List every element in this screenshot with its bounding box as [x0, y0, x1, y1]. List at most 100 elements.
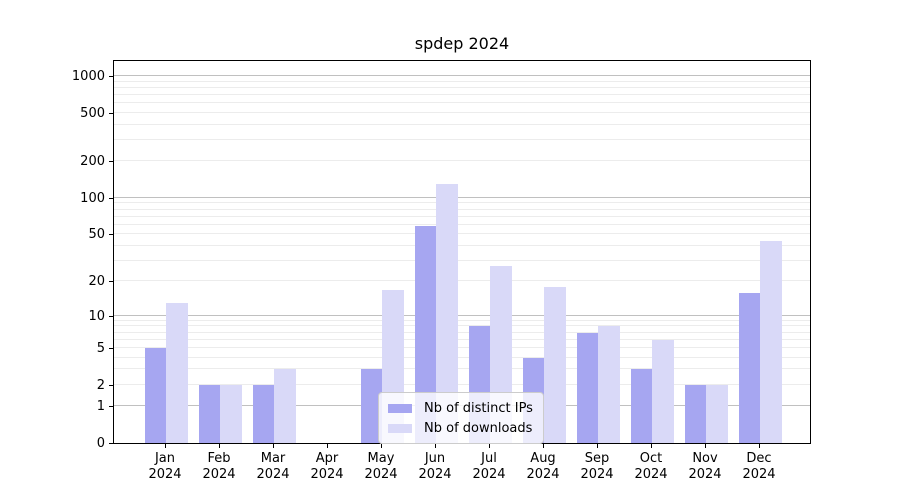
minor-gridline	[114, 208, 810, 210]
bar-downloads	[220, 384, 242, 443]
x-tick-label: May 2024	[364, 451, 398, 482]
minor-gridline	[114, 338, 810, 340]
bar-distinct-ips	[684, 384, 706, 443]
x-tick-label: Oct 2024	[634, 451, 668, 482]
minor-gridline	[114, 244, 810, 246]
bar-distinct-ips	[198, 384, 220, 443]
y-tick-label: 1000	[71, 69, 105, 85]
y-tick-mark	[109, 234, 113, 236]
x-tick-mark	[489, 444, 490, 448]
minor-gridline	[114, 233, 810, 235]
x-tick-mark	[597, 444, 598, 448]
bar-downloads	[706, 384, 728, 443]
y-tick-mark	[109, 406, 113, 408]
bar-downloads	[544, 286, 566, 443]
y-tick-mark	[109, 112, 113, 114]
y-tick-label: 500	[80, 105, 105, 121]
y-tick-mark	[109, 281, 113, 283]
x-tick-label: Nov 2024	[688, 451, 722, 482]
y-tick-mark	[109, 197, 113, 199]
legend-swatch-ips-icon	[388, 403, 412, 413]
x-tick-mark	[759, 444, 760, 448]
bar-distinct-ips	[576, 332, 598, 443]
bar-distinct-ips	[144, 347, 166, 443]
minor-gridline	[114, 111, 810, 113]
y-tick-mark	[109, 161, 113, 163]
chart-title: spdep 2024	[414, 34, 510, 53]
x-tick-label: Feb 2024	[202, 451, 236, 482]
bar-distinct-ips	[414, 226, 436, 443]
legend-item-downloads: Nb of downloads	[388, 418, 533, 438]
minor-gridline	[114, 202, 810, 204]
bar-distinct-ips	[360, 369, 382, 443]
y-tick-label: 200	[80, 154, 105, 170]
major-gridline	[114, 314, 810, 316]
y-tick-label: 0	[96, 436, 105, 451]
x-tick-label: Apr 2024	[310, 451, 344, 482]
minor-gridline	[114, 259, 810, 261]
legend-label-distinct-ips: Nb of distinct IPs	[424, 400, 533, 416]
minor-gridline	[114, 331, 810, 333]
minor-gridline	[114, 94, 810, 96]
y-tick-mark	[109, 443, 113, 444]
bar-downloads	[598, 326, 620, 443]
bar-downloads	[652, 339, 674, 443]
y-tick-label: 2	[96, 377, 105, 393]
minor-gridline	[114, 86, 810, 88]
y-tick-label: 50	[88, 227, 105, 243]
x-tick-label: Jun 2024	[418, 451, 452, 482]
x-tick-label: Jan 2024	[148, 451, 182, 482]
minor-gridline	[114, 123, 810, 125]
x-tick-mark	[651, 444, 652, 448]
y-tick-mark	[109, 76, 113, 78]
minor-gridline	[114, 138, 810, 140]
minor-gridline	[114, 80, 810, 82]
minor-gridline	[114, 280, 810, 282]
y-tick-label: 5	[96, 340, 105, 356]
y-tick-mark	[109, 315, 113, 317]
major-gridline	[114, 75, 810, 77]
minor-gridline	[114, 383, 810, 385]
y-tick-label: 10	[88, 308, 105, 324]
x-tick-label: Dec 2024	[742, 451, 776, 482]
minor-gridline	[114, 102, 810, 104]
legend: Nb of distinct IPs Nb of downloads	[378, 392, 544, 444]
y-tick-label: 1	[96, 399, 105, 415]
x-tick-mark	[327, 444, 328, 448]
minor-gridline	[114, 319, 810, 321]
x-tick-mark	[165, 444, 166, 448]
plot-area: Nb of distinct IPs Nb of downloads	[113, 60, 811, 444]
x-tick-label: Aug 2024	[526, 451, 560, 482]
legend-item-distinct-ips: Nb of distinct IPs	[388, 398, 533, 418]
x-tick-mark	[543, 444, 544, 448]
y-tick-mark	[109, 347, 113, 349]
x-tick-label: Mar 2024	[256, 451, 290, 482]
y-tick-label: 100	[80, 190, 105, 206]
legend-label-downloads: Nb of downloads	[424, 420, 533, 436]
bar-distinct-ips	[738, 292, 760, 443]
y-tick-label: 20	[88, 274, 105, 290]
y-tick-mark	[109, 384, 113, 386]
minor-gridline	[114, 325, 810, 327]
x-tick-mark	[705, 444, 706, 448]
bar-downloads	[760, 240, 782, 443]
bar-downloads	[436, 184, 458, 443]
bar-downloads	[274, 369, 296, 443]
bar-distinct-ips	[630, 369, 652, 443]
minor-gridline	[114, 223, 810, 225]
x-tick-mark	[273, 444, 274, 448]
minor-gridline	[114, 215, 810, 217]
x-tick-mark	[219, 444, 220, 448]
minor-gridline	[114, 160, 810, 162]
minor-gridline	[114, 356, 810, 358]
x-tick-label: Sep 2024	[580, 451, 614, 482]
major-gridline	[114, 196, 810, 198]
minor-gridline	[114, 368, 810, 370]
bar-downloads	[166, 302, 188, 443]
x-tick-label: Jul 2024	[472, 451, 506, 482]
x-tick-mark	[435, 444, 436, 448]
minor-gridline	[114, 346, 810, 348]
bar-distinct-ips	[252, 384, 274, 443]
legend-swatch-downloads-icon	[388, 423, 412, 433]
